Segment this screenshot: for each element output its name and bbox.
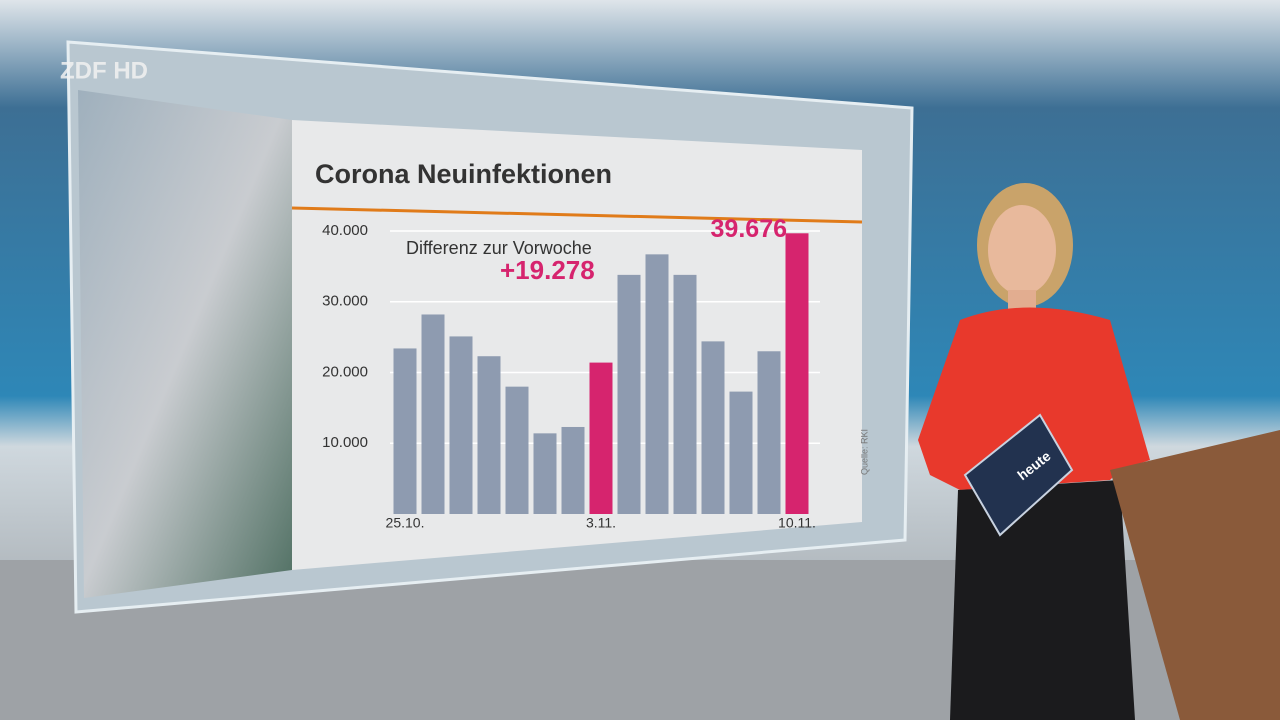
bar <box>645 254 669 514</box>
title-rule <box>291 206 863 224</box>
bar <box>421 314 445 514</box>
bar <box>477 356 501 514</box>
chart-title: Corona Neuinfektionen <box>315 159 612 189</box>
y-tick-label: 40.000 <box>322 222 368 239</box>
y-tick-label: 20.000 <box>322 363 368 380</box>
source: Quelle: RKI <box>859 429 869 475</box>
face <box>988 205 1056 295</box>
trousers <box>950 480 1135 720</box>
bar <box>561 426 585 514</box>
bar <box>701 341 725 514</box>
presenter: heute <box>918 183 1150 720</box>
annotation-value: +19.278 <box>500 255 595 285</box>
bar <box>589 362 613 514</box>
desk <box>1110 430 1280 720</box>
bar <box>505 386 529 514</box>
annotation: Differenz zur Vorwoche <box>406 238 592 258</box>
bar <box>449 336 473 514</box>
tablet <box>963 413 1074 537</box>
bar <box>729 391 753 514</box>
photo <box>78 90 292 598</box>
bar <box>393 348 417 514</box>
x-tick-label: 25.10. <box>386 515 425 531</box>
value-label: 39.676 <box>711 215 787 243</box>
shirt <box>918 307 1150 490</box>
bar <box>673 274 697 514</box>
bar <box>757 351 781 514</box>
bar <box>533 433 557 514</box>
bar <box>617 274 641 514</box>
x-tick-label: 3.11. <box>586 515 616 531</box>
y-tick-label: 30.000 <box>322 293 368 310</box>
y-tick-label: 10.000 <box>322 434 368 451</box>
x-tick-label: 10.11. <box>778 515 816 531</box>
bar <box>785 233 809 514</box>
logo: ZDF HD <box>60 57 148 84</box>
